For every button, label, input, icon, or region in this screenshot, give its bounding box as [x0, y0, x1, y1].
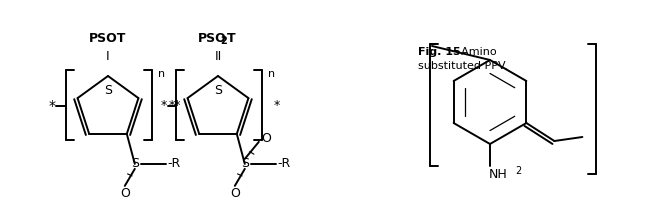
Text: Fig. 15: Fig. 15: [418, 47, 461, 57]
Text: NH: NH: [489, 167, 507, 181]
Text: *: *: [274, 99, 279, 112]
Text: S: S: [104, 83, 112, 97]
Text: *: *: [161, 99, 167, 112]
Text: **: **: [168, 99, 180, 112]
Text: II: II: [215, 51, 222, 63]
Text: n: n: [158, 69, 165, 79]
Text: S: S: [131, 157, 139, 170]
Text: substituted PPV.: substituted PPV.: [418, 61, 508, 71]
Text: 2: 2: [515, 166, 522, 176]
Text: T: T: [227, 31, 236, 44]
Text: I: I: [106, 51, 110, 63]
Text: -R: -R: [167, 157, 180, 170]
Text: S: S: [214, 83, 222, 97]
Text: O: O: [230, 187, 239, 200]
Text: . Amino: . Amino: [454, 47, 497, 57]
Text: PSOT: PSOT: [89, 31, 127, 44]
Text: -R: -R: [277, 157, 291, 170]
Text: O: O: [120, 187, 130, 200]
Text: O: O: [261, 132, 271, 145]
Text: n: n: [268, 69, 275, 79]
Text: 2: 2: [220, 36, 227, 46]
Text: S: S: [241, 157, 249, 170]
Text: PSO: PSO: [198, 31, 227, 44]
Text: *: *: [48, 99, 55, 113]
